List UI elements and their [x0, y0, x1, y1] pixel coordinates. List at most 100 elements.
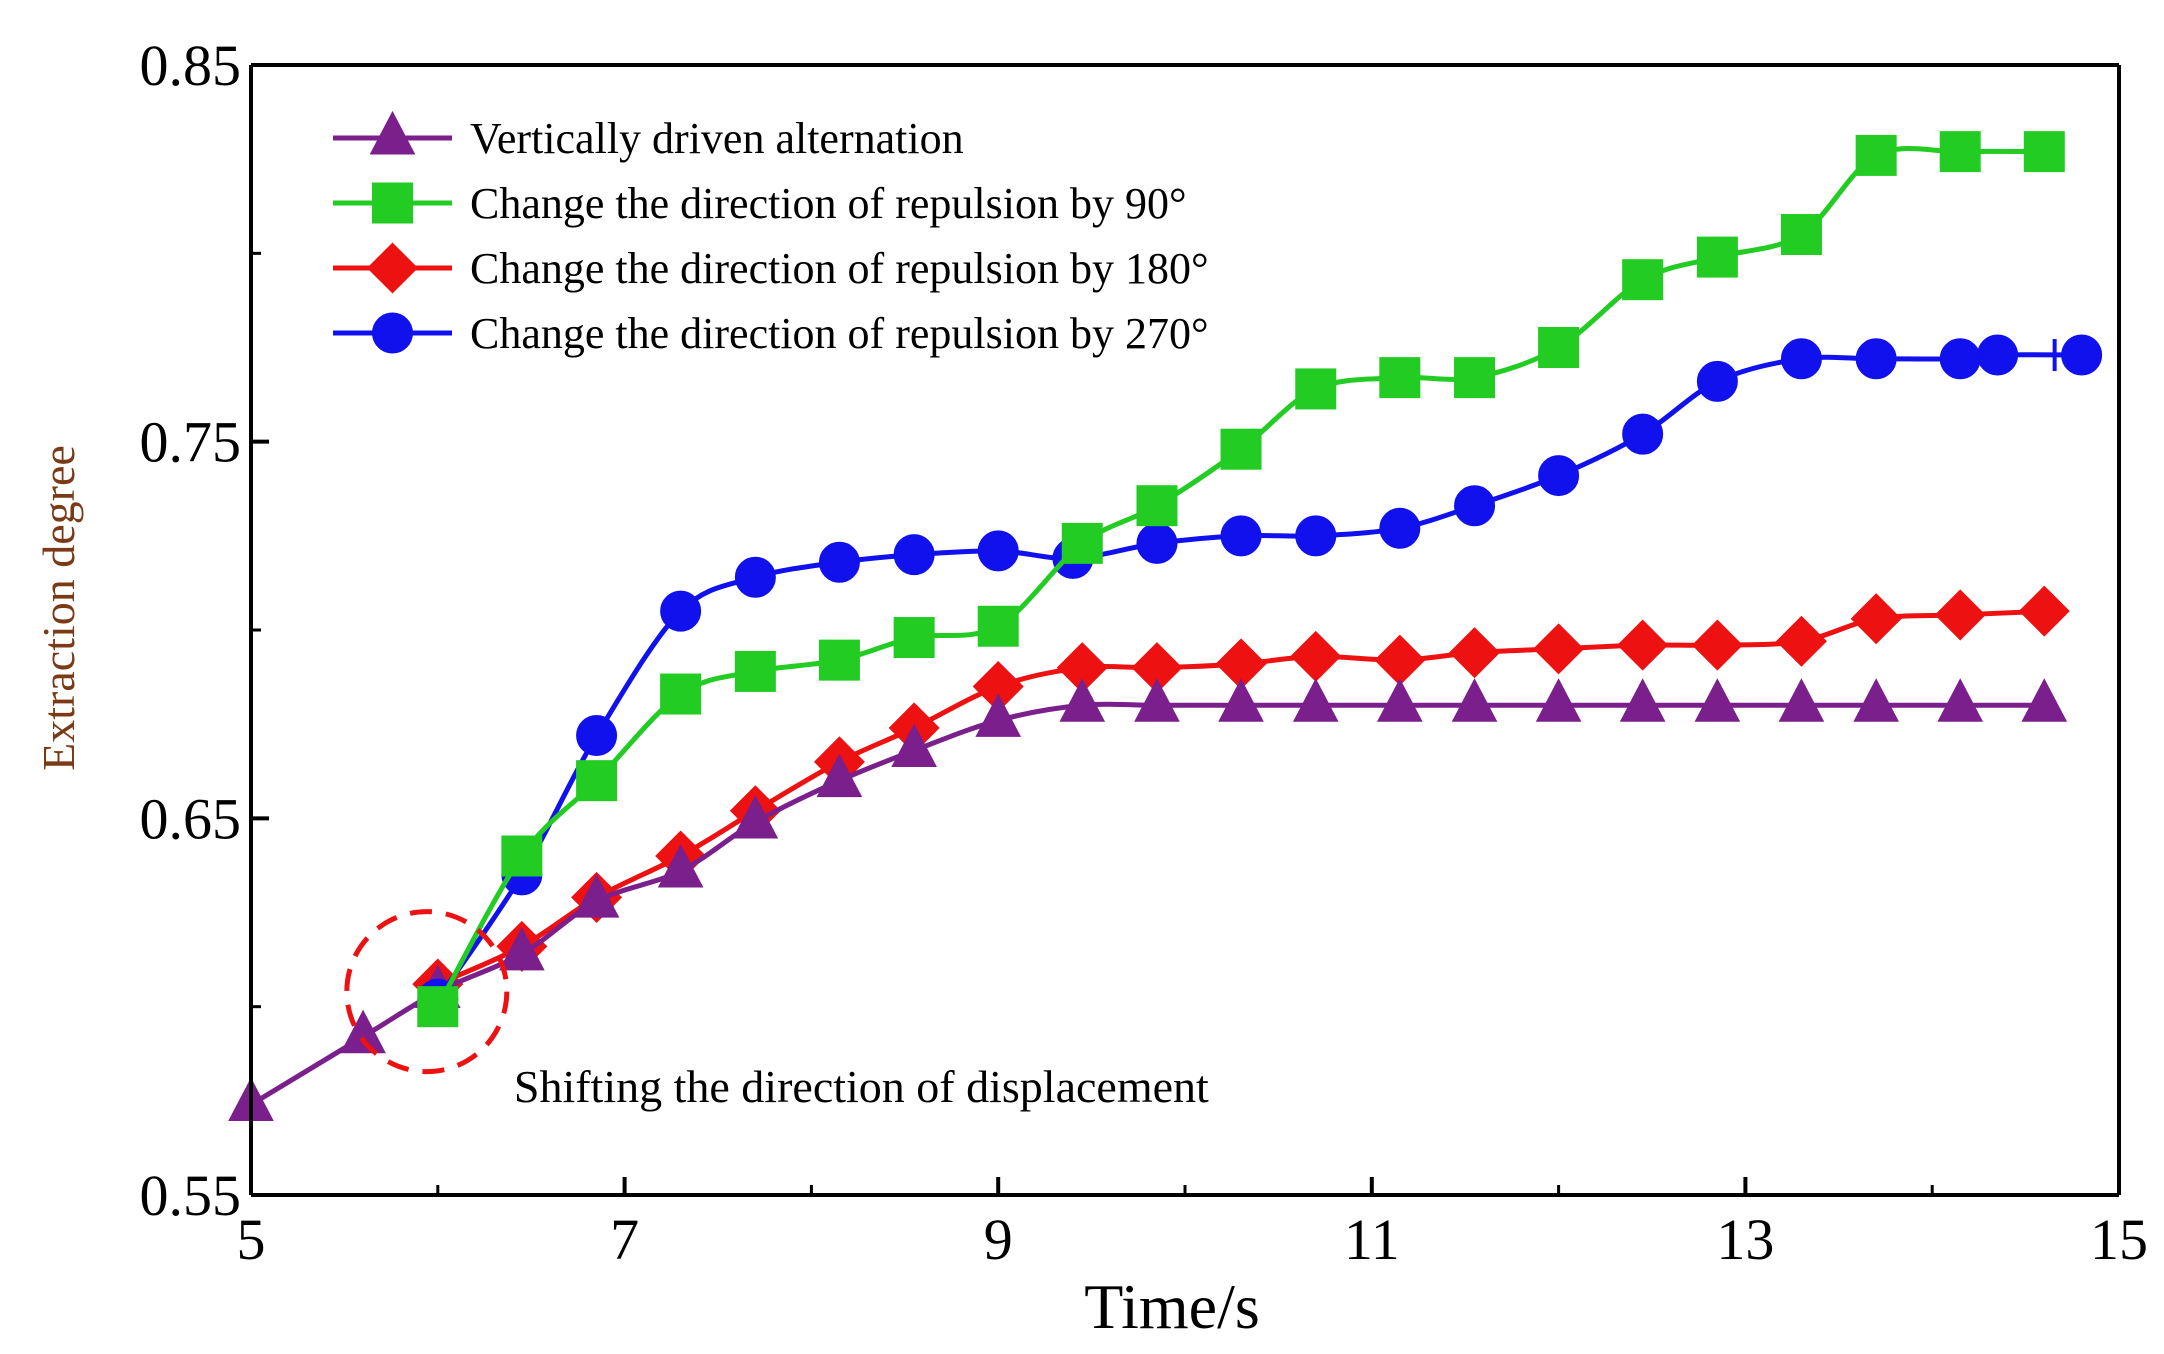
data-point [1696, 360, 1738, 402]
legend-marker [372, 182, 413, 224]
series-layer [228, 131, 2103, 1122]
axes-layer: 5 7 9 11 13 15 0.55 0.65 0.75 0.85 [140, 33, 2149, 1272]
legend-label: Change the direction of repulsion by 270… [470, 309, 1209, 358]
annotation-text: Shifting the direction of displacement [514, 1061, 1209, 1112]
data-point [1622, 259, 1664, 301]
data-point [734, 556, 776, 598]
data-point [2018, 585, 2070, 637]
data-point [1449, 627, 1501, 679]
data-point [1691, 619, 1743, 671]
legend-marker [369, 110, 416, 155]
data-point [1295, 368, 1337, 410]
series-diamond [412, 585, 2070, 1010]
data-point [893, 534, 935, 576]
legend-marker [372, 312, 413, 354]
data-point [1619, 678, 1666, 722]
series-square [417, 131, 2065, 1028]
data-point [1292, 678, 1339, 722]
data-point [1780, 214, 1822, 255]
x-axis-title: Time/s [1084, 1271, 1260, 1342]
data-point [2021, 678, 2068, 722]
series-circle [417, 334, 2103, 1020]
data-point [818, 541, 860, 583]
x-tick-label: 15 [2090, 1207, 2148, 1272]
legend-item: Change the direction of repulsion by 270… [333, 309, 1209, 358]
data-point [1622, 413, 1664, 455]
data-point [734, 650, 776, 692]
data-point [1977, 334, 2019, 376]
annotation-circle [344, 909, 510, 1075]
legend: Vertically driven alternation Change the … [333, 110, 1209, 358]
y-tick-label: 0.55 [140, 1163, 242, 1228]
legend-marker [366, 242, 419, 294]
data-point [1218, 678, 1264, 722]
data-point [1454, 485, 1496, 527]
data-point [891, 723, 937, 767]
data-point [1853, 678, 1899, 722]
y-tick-label: 0.65 [140, 786, 242, 851]
data-point [1136, 522, 1178, 564]
data-point [1134, 678, 1180, 722]
data-point [1696, 236, 1738, 278]
x-tick-label: 7 [610, 1207, 639, 1272]
data-point [1780, 338, 1822, 380]
data-point [1533, 623, 1585, 675]
data-point [1376, 678, 1423, 722]
data-point [576, 714, 618, 756]
y-tick-label: 0.85 [140, 33, 242, 98]
data-point [501, 835, 543, 877]
data-point [1136, 485, 1178, 527]
data-point [660, 590, 702, 632]
data-point [1939, 131, 1981, 173]
data-point [1379, 507, 1421, 549]
data-point [818, 639, 860, 681]
x-tick-label: 9 [984, 1207, 1013, 1272]
data-point [977, 530, 1019, 572]
legend-label: Change the direction of repulsion by 90° [470, 179, 1187, 228]
data-point [977, 605, 1019, 647]
legend-item: Vertically driven alternation [333, 110, 964, 163]
data-point [1939, 338, 1981, 380]
data-point [576, 760, 618, 802]
data-point [2061, 334, 2103, 376]
series-triangle [228, 678, 2068, 1122]
x-tick-label: 11 [1344, 1207, 1400, 1272]
data-point [1535, 678, 1582, 722]
data-point [1850, 593, 1902, 645]
data-point [975, 693, 1022, 737]
data-point [1694, 678, 1741, 722]
data-point [1934, 589, 1986, 641]
data-point [660, 673, 702, 715]
data-point [1617, 619, 1669, 671]
data-point [1220, 428, 1262, 470]
data-point [573, 874, 620, 918]
legend-item: Change the direction of repulsion by 90° [333, 179, 1187, 228]
data-point [657, 843, 704, 888]
data-point [893, 617, 935, 659]
data-point [1059, 678, 1106, 722]
data-point [2023, 131, 2065, 173]
x-tick-label: 5 [237, 1207, 266, 1272]
data-point [499, 926, 545, 971]
x-tick-label: 13 [1716, 1207, 1774, 1272]
data-point [1778, 678, 1825, 722]
annotation: Shifting the direction of displacement [344, 909, 1209, 1112]
data-point [732, 794, 779, 839]
data-point [1379, 357, 1421, 399]
data-point [1295, 515, 1337, 557]
data-point [1451, 678, 1498, 722]
legend-item: Change the direction of repulsion by 180… [333, 242, 1209, 294]
data-point [816, 753, 863, 798]
y-tick-label: 0.75 [140, 410, 242, 475]
data-point [417, 986, 459, 1028]
data-point [1855, 134, 1897, 176]
legend-label: Vertically driven alternation [470, 114, 964, 163]
data-point [1855, 338, 1897, 380]
data-point [1061, 522, 1103, 564]
data-point [1538, 455, 1580, 497]
data-point [1775, 615, 1827, 667]
data-point [340, 1009, 386, 1054]
data-point [1454, 357, 1496, 399]
data-point [1220, 515, 1262, 557]
